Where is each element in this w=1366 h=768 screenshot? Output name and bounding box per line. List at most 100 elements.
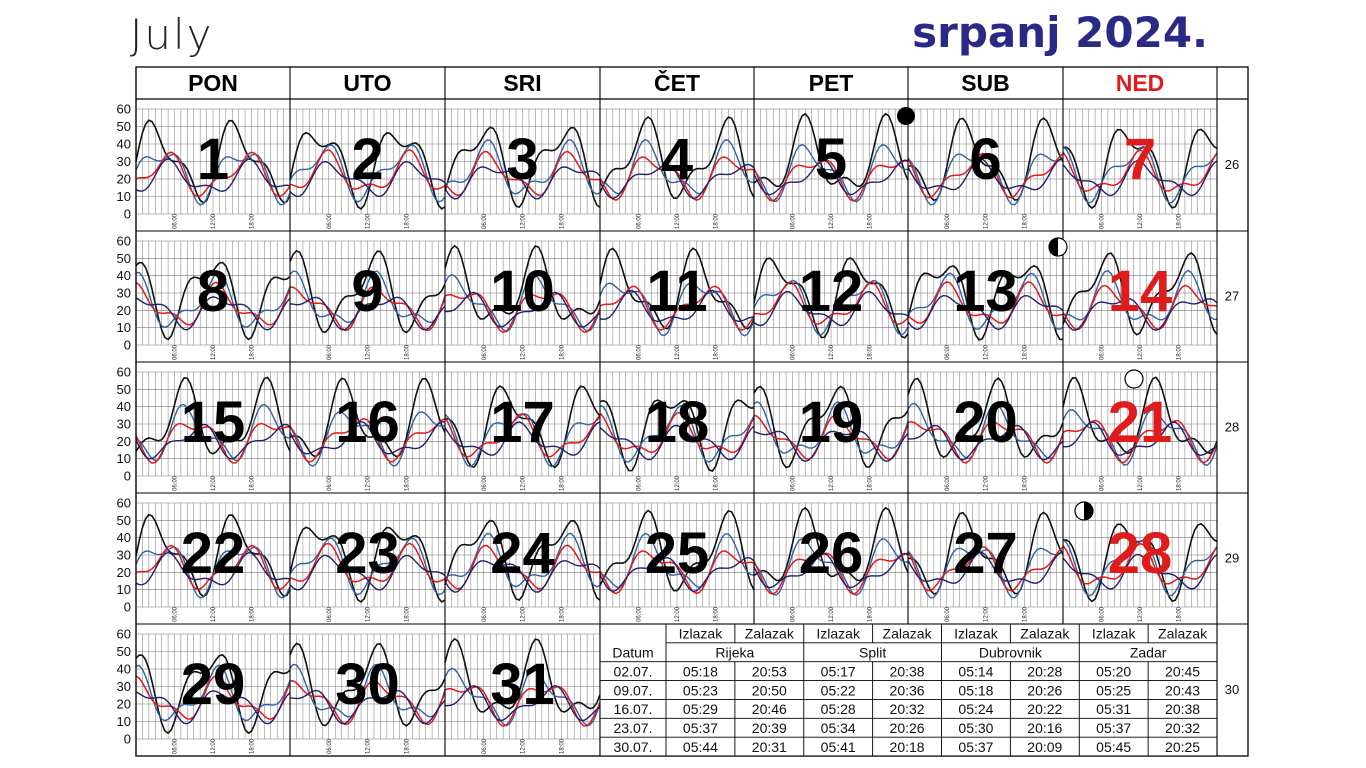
hour-label: 12:00 [521, 213, 527, 229]
table-time-cell: 05:31 [1096, 701, 1131, 717]
table-time-cell: 05:45 [1096, 739, 1131, 755]
tide-curve [753, 552, 909, 595]
hour-label: 06:00 [173, 475, 179, 491]
table-city-label: Rijeka [715, 645, 754, 661]
y-tick-label: 40 [117, 268, 131, 283]
table-time-cell: 05:23 [683, 682, 718, 698]
y-tick-label: 40 [117, 399, 131, 414]
week-number: 29 [1225, 551, 1239, 566]
tide-curve [599, 550, 755, 595]
day-number: 6 [969, 127, 1001, 192]
hour-label: 18:00 [1177, 213, 1183, 229]
full-moon-icon [1124, 369, 1144, 389]
table-time-cell: 20:09 [1027, 739, 1062, 755]
table-date-cell: 16.07. [614, 701, 653, 717]
table-header-cell: Izlazak [1092, 626, 1137, 642]
hour-label: 12:00 [366, 213, 372, 229]
table-time-cell: 20:16 [1027, 720, 1062, 736]
day-number: 3 [506, 127, 538, 192]
table-time-cell: 05:37 [683, 720, 718, 736]
hour-label: 06:00 [945, 475, 951, 491]
tide-curve [135, 551, 291, 586]
tide-curve [1062, 421, 1218, 457]
tide-curve [135, 271, 291, 329]
hour-label: 18:00 [1177, 606, 1183, 622]
tide-curve [135, 423, 291, 460]
tide-curve [289, 249, 446, 334]
week-number: 28 [1225, 420, 1239, 435]
hour-label: 18:00 [250, 213, 256, 229]
day-cell: 06:00 12:00 18:00 26 [753, 502, 909, 622]
title-english: July [130, 10, 214, 59]
day-cell: 06:00 12:00 18:00 10 [444, 240, 601, 360]
weekday-header: SUB [961, 70, 1010, 96]
hour-label: 12:00 [211, 738, 217, 754]
hour-label: 12:00 [1138, 606, 1144, 622]
hour-label: 12:00 [211, 606, 217, 622]
table-city-label: Split [859, 645, 886, 661]
day-cell: 06:00 12:00 18:00 2 [289, 108, 446, 229]
table-header-cell: Zalazak [1158, 626, 1208, 642]
hour-label: 06:00 [173, 738, 179, 754]
tide-curve [753, 112, 909, 188]
hour-label: 18:00 [250, 475, 256, 491]
tide-curve [907, 424, 1064, 461]
day-cell: 06:00 12:00 18:00 20 [907, 371, 1064, 491]
tide-curve [907, 547, 1064, 599]
hour-label: 06:00 [327, 606, 333, 622]
tide-curve [907, 280, 1064, 324]
hour-label: 18:00 [714, 475, 720, 491]
week-number: 26 [1225, 157, 1239, 172]
tide-curve [753, 400, 909, 454]
hour-label: 12:00 [366, 475, 372, 491]
weekday-header: NED [1116, 70, 1165, 96]
day-number: 21 [1108, 390, 1173, 455]
tide-curve [599, 556, 755, 593]
tide-curve [599, 399, 755, 473]
table-time-cell: 20:25 [1165, 739, 1200, 755]
hour-label: 06:00 [791, 213, 797, 229]
hour-label: 18:00 [559, 344, 565, 360]
tide-curve [135, 675, 291, 720]
weekday-header: PET [809, 70, 854, 96]
hour-label: 12:00 [211, 213, 217, 229]
hour-label: 06:00 [945, 606, 951, 622]
hour-label: 06:00 [637, 344, 643, 360]
y-tick-label: 60 [117, 627, 131, 642]
tide-curve [135, 376, 291, 455]
day-number: 20 [953, 390, 1018, 455]
hour-label: 18:00 [868, 213, 874, 229]
hour-label: 06:00 [482, 344, 488, 360]
hour-label: 12:00 [1138, 213, 1144, 229]
hour-label: 18:00 [250, 606, 256, 622]
tide-curve [599, 509, 755, 592]
table-time-cell: 20:53 [752, 663, 787, 679]
hour-label: 06:00 [945, 213, 951, 229]
tide-curve [289, 131, 446, 210]
y-tick-label: 50 [117, 382, 131, 397]
table-date-label: Datum [612, 645, 653, 661]
y-tick-label: 40 [117, 662, 131, 677]
tide-curve [599, 404, 755, 463]
tide-curve [599, 156, 755, 202]
y-tick-label: 20 [117, 434, 131, 449]
hour-label: 12:00 [675, 475, 681, 491]
table-header-cell: Izlazak [679, 626, 724, 642]
day-cell: 06:00 12:00 18:00 8 [135, 240, 291, 360]
y-tick-label: 0 [124, 469, 131, 484]
hour-label: 12:00 [521, 475, 527, 491]
tide-curve [753, 506, 909, 582]
day-number: 5 [815, 127, 847, 192]
table-date-cell: 23.07. [614, 720, 653, 736]
y-tick-label: 10 [117, 320, 131, 335]
tide-curve [444, 244, 601, 320]
day-number: 18 [645, 390, 710, 455]
hour-label: 12:00 [675, 344, 681, 360]
table-header-cell: Zalazak [883, 626, 933, 642]
tide-curve [907, 420, 1064, 464]
hour-label: 18:00 [404, 344, 410, 360]
tide-curve [907, 265, 1064, 341]
tide-curve [444, 519, 601, 601]
day-number: 30 [335, 652, 400, 717]
